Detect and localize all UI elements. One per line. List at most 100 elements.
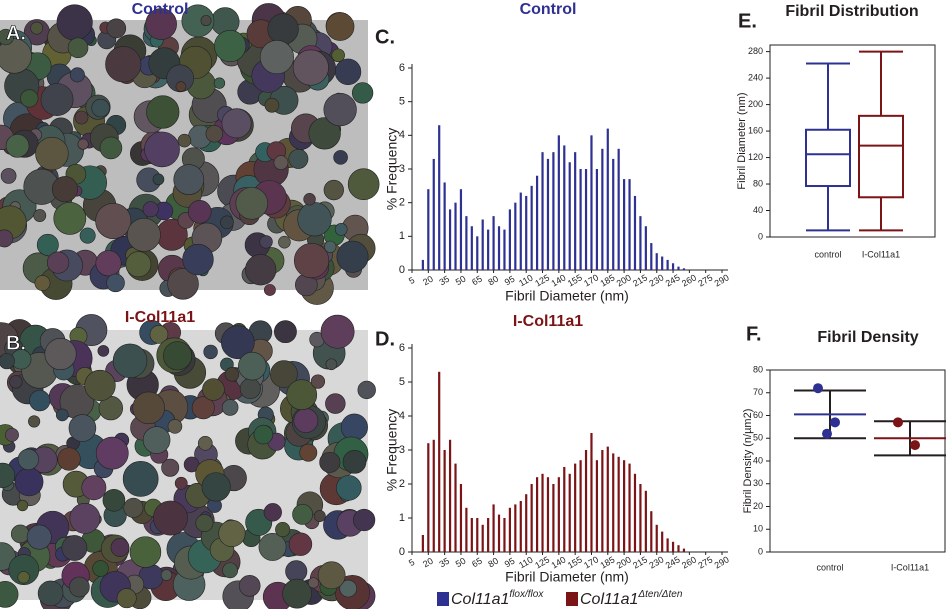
x-tick-label: 95 bbox=[503, 274, 517, 288]
fibril bbox=[99, 136, 123, 160]
fibril bbox=[187, 200, 212, 224]
bar bbox=[612, 453, 615, 552]
fibril bbox=[218, 519, 246, 548]
x-tick-label: 155 bbox=[566, 272, 584, 288]
bar bbox=[655, 524, 658, 552]
y-tick-label: 70 bbox=[753, 387, 763, 397]
fibril bbox=[14, 467, 44, 497]
fibril bbox=[56, 408, 69, 422]
bar bbox=[606, 446, 609, 552]
x-tick-label: 50 bbox=[454, 556, 468, 570]
x-tick-label: 20 bbox=[421, 556, 435, 570]
x-tick-label: 215 bbox=[631, 272, 649, 288]
bar bbox=[459, 189, 463, 270]
bar bbox=[525, 494, 528, 552]
fibril bbox=[152, 173, 165, 186]
fibril bbox=[275, 522, 291, 538]
fibril bbox=[30, 21, 44, 35]
bar bbox=[421, 259, 424, 270]
bar bbox=[465, 216, 468, 270]
legend-swatch bbox=[566, 592, 578, 606]
bar bbox=[574, 152, 577, 270]
fibril bbox=[110, 538, 130, 557]
bar bbox=[432, 158, 435, 270]
fibril bbox=[308, 117, 341, 150]
x-tick-label: 290 bbox=[713, 554, 731, 570]
x-tick-label: 35 bbox=[437, 274, 451, 288]
fibril bbox=[122, 461, 159, 497]
fibril bbox=[177, 133, 192, 148]
fibril bbox=[267, 13, 299, 45]
plot-frame bbox=[769, 44, 936, 238]
fibril bbox=[40, 83, 74, 116]
bar bbox=[595, 169, 599, 270]
fibril bbox=[0, 462, 16, 488]
fibril bbox=[17, 571, 30, 584]
y-tick-label: 3 bbox=[399, 444, 405, 456]
bar bbox=[584, 169, 588, 270]
bar bbox=[519, 501, 522, 552]
bar bbox=[525, 195, 528, 270]
fibril bbox=[37, 580, 64, 607]
bar bbox=[459, 484, 463, 552]
bar bbox=[633, 195, 637, 270]
fibril bbox=[106, 273, 125, 293]
fibril bbox=[0, 581, 19, 608]
chart-title: Fibril Density bbox=[817, 329, 918, 346]
y-tick-label: 40 bbox=[753, 455, 763, 465]
fibril bbox=[288, 149, 309, 169]
fibril bbox=[297, 202, 332, 237]
plot-frame bbox=[769, 369, 946, 553]
bar bbox=[574, 463, 577, 552]
x-tick-label: 290 bbox=[713, 272, 731, 288]
fibril bbox=[0, 353, 15, 370]
fibril bbox=[144, 131, 180, 168]
x-tick-label: 20 bbox=[421, 274, 435, 288]
y-tick-label: 1 bbox=[399, 230, 405, 242]
x-tick-label: 80 bbox=[486, 274, 500, 288]
fibril bbox=[303, 193, 316, 206]
fibril bbox=[286, 379, 318, 411]
fibril bbox=[81, 475, 107, 501]
fibril bbox=[166, 64, 195, 93]
fibril bbox=[174, 476, 188, 490]
data-point bbox=[830, 417, 840, 428]
x-axis-title: Fibril Diameter (nm) bbox=[505, 569, 629, 585]
fibril bbox=[68, 414, 97, 442]
fibril bbox=[106, 18, 127, 39]
bar bbox=[492, 504, 495, 552]
bar bbox=[628, 179, 631, 270]
fibril bbox=[167, 419, 183, 434]
y-tick-label: 0 bbox=[399, 264, 405, 276]
fibril bbox=[149, 325, 169, 344]
bar bbox=[671, 541, 675, 552]
fibril bbox=[325, 358, 338, 371]
bar bbox=[617, 456, 620, 552]
fibril bbox=[325, 12, 355, 41]
bar bbox=[601, 450, 604, 552]
bar bbox=[497, 514, 501, 552]
fibril bbox=[340, 413, 368, 441]
bar bbox=[541, 473, 544, 552]
fibril bbox=[95, 250, 122, 277]
y-tick-label: 3 bbox=[399, 163, 405, 175]
bar bbox=[579, 169, 582, 270]
x-tick-label: 185 bbox=[598, 272, 616, 288]
fibril bbox=[292, 504, 313, 525]
legend-superscript: flox/flox bbox=[509, 589, 544, 600]
fibril bbox=[339, 579, 358, 598]
x-tick-label: 5 bbox=[407, 557, 416, 568]
bar bbox=[590, 135, 593, 270]
fibril bbox=[69, 502, 101, 534]
fibril bbox=[28, 415, 41, 428]
fibril bbox=[142, 201, 159, 218]
bar bbox=[639, 216, 642, 270]
fibril bbox=[292, 49, 329, 86]
fibril bbox=[299, 443, 318, 462]
fibril bbox=[160, 569, 173, 581]
bar bbox=[644, 226, 647, 270]
bar bbox=[666, 259, 669, 270]
bar bbox=[563, 145, 566, 270]
fibril bbox=[320, 314, 355, 349]
y-tick-label: 0 bbox=[758, 546, 763, 556]
